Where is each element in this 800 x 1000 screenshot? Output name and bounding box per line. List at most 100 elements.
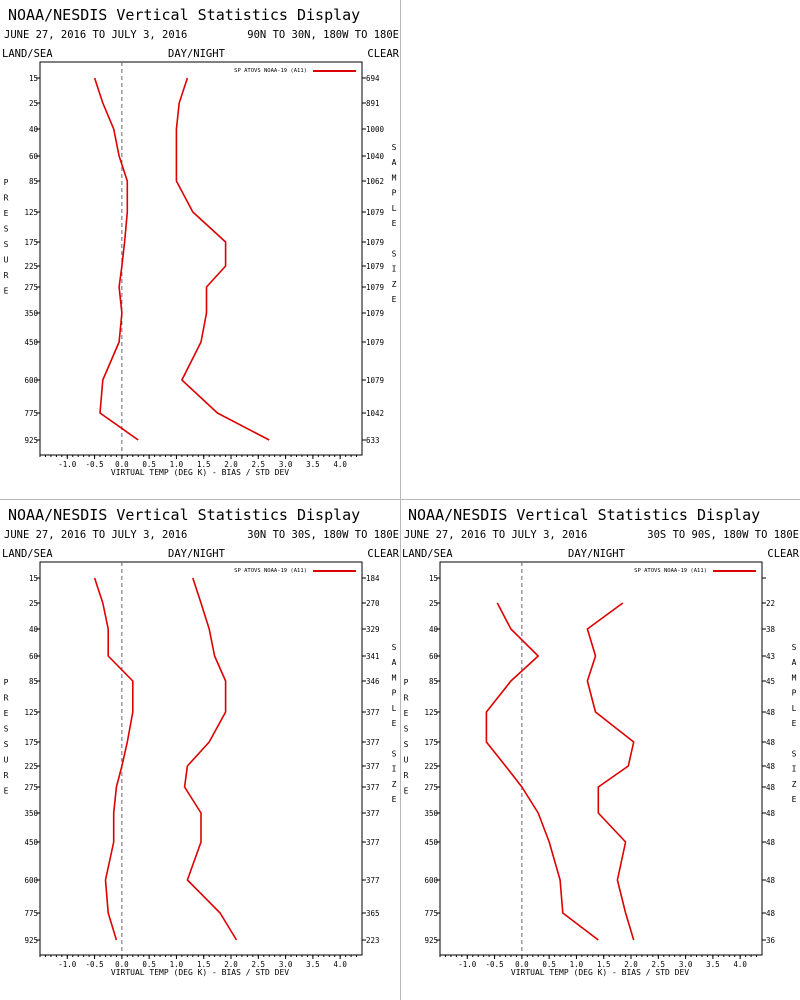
pressure-level-label: 40 — [29, 625, 39, 634]
sample-size-label: 1079 — [366, 208, 384, 217]
y2-axis-label-letter: A — [392, 658, 397, 667]
x-tick-label: 2.5 — [652, 960, 666, 969]
bias-series-line — [485, 602, 599, 941]
y2-axis-label-letter: E — [392, 219, 397, 228]
pressure-level-label: 85 — [429, 677, 438, 686]
x-tick-label: 1.0 — [170, 460, 184, 469]
surface-label: LAND/SEA — [402, 548, 453, 560]
sample-size-label: 43 — [766, 652, 775, 661]
x-tick-label: 1.0 — [170, 960, 184, 969]
pressure-level-label: 225 — [424, 762, 438, 771]
pressure-level-label: 275 — [24, 283, 38, 292]
sample-size-label: 377 — [366, 809, 380, 818]
x-tick-label: 1.0 — [570, 960, 584, 969]
y2-axis-label-letter: S — [392, 749, 397, 758]
time-label: DAY/NIGHT — [168, 48, 226, 60]
x-tick-label: 3.5 — [306, 460, 320, 469]
sample-size-label: 377 — [366, 876, 380, 885]
chart-title: NOAA/NESDIS Vertical Statistics Display — [8, 6, 360, 24]
x-tick-label: -0.5 — [486, 960, 504, 969]
y2-axis-label-letter: I — [392, 765, 397, 774]
sample-size-label: 377 — [366, 708, 380, 717]
x-tick-label: 0.0 — [115, 960, 129, 969]
y-axis-label-letter: E — [404, 787, 409, 796]
y2-axis-label-letter: E — [792, 719, 797, 728]
date-range: JUNE 27, 2016 TO JULY 3, 2016 — [4, 529, 187, 541]
x-axis-label: VIRTUAL TEMP (DEG K) - BIAS / STD DEV — [111, 468, 289, 477]
std-dev-series-line — [183, 577, 238, 941]
x-tick-label: 2.0 — [624, 960, 638, 969]
x-tick-label: 0.0 — [515, 960, 529, 969]
sample-size-label: 1079 — [366, 283, 384, 292]
y-axis-label-letter: R — [4, 271, 9, 280]
y-axis-label-letter: E — [4, 787, 9, 796]
y-axis-label-letter: U — [4, 256, 9, 265]
pressure-level-label: 25 — [29, 99, 38, 108]
y-axis-label-letter: P — [4, 178, 9, 187]
sample-size-label: 1079 — [366, 376, 384, 385]
pressure-level-label: 450 — [24, 838, 38, 847]
y2-axis-label-letter: S — [792, 749, 797, 758]
x-tick-label: 3.5 — [306, 960, 320, 969]
pressure-level-label: 175 — [24, 238, 38, 247]
x-axis-label: VIRTUAL TEMP (DEG K) - BIAS / STD DEV — [511, 968, 689, 977]
sample-size-label: 48 — [766, 909, 776, 918]
x-tick-label: 1.5 — [197, 460, 211, 469]
sample-size-label: 377 — [366, 738, 380, 747]
sample-size-label: 48 — [766, 809, 776, 818]
horizontal-divider — [0, 499, 800, 500]
chart-title: NOAA/NESDIS Vertical Statistics Display — [408, 506, 760, 524]
chart-title: NOAA/NESDIS Vertical Statistics Display — [8, 506, 360, 524]
sample-size-label: 184 — [366, 574, 380, 583]
sample-size-label: 365 — [366, 909, 380, 918]
sample-size-label: 45 — [766, 677, 775, 686]
sample-size-label: 223 — [366, 936, 380, 945]
y2-axis-label-letter: P — [792, 689, 797, 698]
legend-label: SP ATOVS NOAA-19 (A11) — [634, 568, 707, 574]
x-tick-label: 3.0 — [279, 460, 293, 469]
std-dev-series-line — [175, 77, 270, 441]
x-tick-label: 3.5 — [706, 960, 720, 969]
y2-axis-label-letter: A — [392, 158, 397, 167]
y-axis-label-letter: R — [4, 694, 9, 703]
y2-axis-label-letter: M — [392, 173, 397, 182]
time-label: DAY/NIGHT — [168, 548, 226, 560]
x-tick-label: -1.0 — [458, 960, 477, 969]
pressure-level-label: 275 — [424, 783, 438, 792]
x-tick-label: 2.5 — [252, 460, 266, 469]
pressure-level-label: 60 — [29, 152, 39, 161]
legend-label: SP ATOVS NOAA-19 (A11) — [234, 68, 307, 74]
y2-axis-label-letter: P — [392, 689, 397, 698]
y2-axis-label-letter: P — [392, 189, 397, 198]
pressure-level-label: 15 — [429, 574, 438, 583]
y2-axis-label-letter: M — [792, 673, 797, 682]
chart-panel-north: NOAA/NESDIS Vertical Statistics Display J… — [2, 6, 400, 477]
surface-label: LAND/SEA — [2, 48, 53, 60]
y-axis-label-letter: P — [4, 678, 9, 687]
pressure-level-label: 450 — [24, 338, 38, 347]
pressure-level-label: 25 — [429, 599, 438, 608]
y-axis-label-letter: R — [4, 771, 9, 780]
y2-axis-label-letter: E — [792, 795, 797, 804]
y2-axis-label-letter: Z — [792, 780, 797, 789]
pressure-level-label: 175 — [424, 738, 438, 747]
pressure-level-label: 775 — [424, 909, 438, 918]
y2-axis-label-letter: E — [392, 295, 397, 304]
date-range: JUNE 27, 2016 TO JULY 3, 2016 — [4, 29, 187, 41]
region-label: 30N TO 30S, 180W TO 180E — [247, 529, 399, 541]
sample-size-label: 346 — [366, 677, 380, 686]
sample-size-label: 1079 — [366, 238, 384, 247]
y-axis-label-letter: S — [404, 725, 409, 734]
std-dev-series-line — [586, 602, 635, 941]
y-axis-label-letter: E — [4, 209, 9, 218]
sample-size-label: 341 — [366, 652, 380, 661]
sample-size-label: 1079 — [366, 262, 384, 271]
x-tick-label: 4.0 — [333, 960, 347, 969]
x-tick-label: 1.5 — [597, 960, 611, 969]
pressure-level-label: 600 — [24, 876, 38, 885]
y2-axis-label-letter: L — [392, 204, 397, 213]
sample-size-label: 48 — [766, 783, 776, 792]
sample-size-label: 270 — [366, 599, 380, 608]
y-axis-label-letter: E — [4, 287, 9, 296]
y2-axis-label-letter: S — [392, 143, 397, 152]
